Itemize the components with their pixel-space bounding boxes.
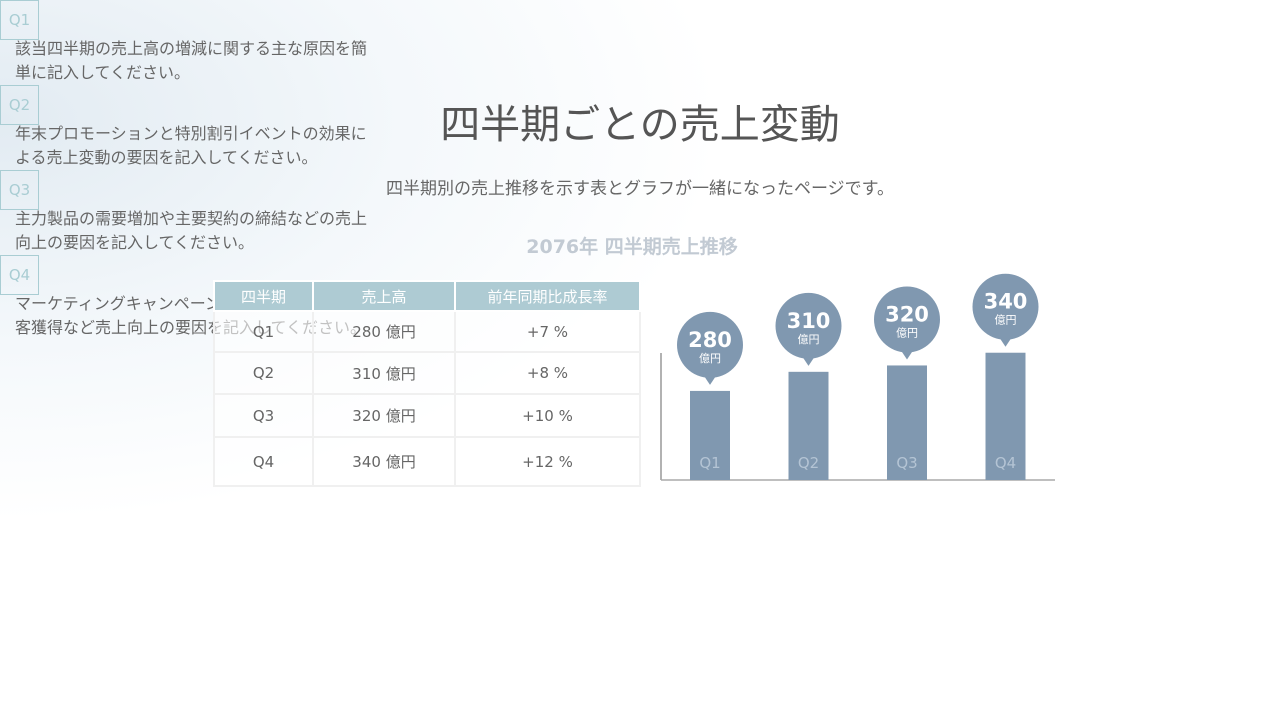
x-tick-label: Q2 [798, 454, 819, 472]
subtitle: 四半期別の売上推移を示す表とグラフが一緒になったページです。 [386, 179, 894, 199]
table-cell: 280 億円 [312, 310, 456, 353]
x-tick-label: Q4 [995, 454, 1016, 472]
table-cell: 310 億円 [312, 351, 456, 395]
table-cell: 340 億円 [312, 436, 456, 487]
title: 四半期ごとの売上変動 [440, 102, 840, 148]
x-tick-label: Q3 [896, 454, 917, 472]
bar [788, 371, 829, 480]
note: Q1 該当四半期の売上高の増減に関する主な原因を簡単に記入してください。 [0, 0, 1280, 85]
column-header: 四半期 [213, 280, 314, 312]
section-title: 2076年 四半期売上推移 [526, 236, 738, 258]
value-label: 320 [885, 302, 929, 326]
table-row: Q1 280 億円 +7 % [213, 310, 641, 353]
bar [887, 365, 927, 480]
note-badge: Q3 [0, 170, 39, 210]
table-row: Q4 340 億円 +12 % [213, 436, 641, 487]
value-label: 340 [984, 290, 1028, 314]
note-badge: Q2 [0, 85, 39, 125]
note: Q2 年末プロモーションと特別割引イベントの効果による売上変動の要因を記入してくだ… [0, 85, 1280, 170]
column-header: 売上高 [312, 280, 456, 312]
table-cell: Q3 [213, 393, 314, 438]
note-text: 主力製品の需要増加や主要契約の締結などの売上向上の要因を記入してください。 [15, 209, 368, 252]
note-badge: Q1 [0, 0, 39, 40]
note-text: 年末プロモーションと特別割引イベントの効果による売上変動の要因を記入してください… [15, 124, 367, 167]
bubble-pointer [802, 356, 815, 366]
value-unit: 億円 [896, 326, 918, 339]
bar [985, 352, 1026, 480]
table-cell: Q2 [213, 351, 314, 395]
bubble-pointer [999, 337, 1012, 347]
value-unit: 億円 [995, 314, 1017, 327]
table-cell: +8 % [454, 351, 641, 395]
table-cell: Q4 [213, 436, 314, 487]
value-bubble [874, 286, 940, 353]
value-bubble [677, 311, 743, 378]
table-row: Q2 310 億円 +8 % [213, 351, 641, 395]
value-label: 310 [787, 309, 831, 333]
bar [690, 390, 730, 480]
table-cell: 320 億円 [312, 393, 456, 438]
note-text: 該当四半期の売上高の増減に関する主な原因を簡単に記入してください。 [15, 39, 368, 82]
table-cell: +7 % [454, 310, 641, 353]
table-cell: Q1 [213, 310, 314, 353]
table-cell: +10 % [454, 393, 641, 438]
bubble-pointer [901, 350, 913, 360]
value-bubble [972, 273, 1039, 340]
value-label: 280 [688, 328, 732, 352]
note: Q3 主力製品の需要増加や主要契約の締結などの売上向上の要因を記入してください。 [0, 170, 1280, 255]
x-tick-label: Q1 [699, 454, 720, 472]
note-badge: Q4 [0, 255, 39, 295]
column-header: 前年同期比成長率 [454, 280, 641, 312]
bubble-pointer [704, 375, 716, 385]
table-cell: +12 % [454, 436, 641, 487]
value-unit: 億円 [798, 333, 820, 346]
sales-table: 四半期 売上高 前年同期比成長率 Q1 280 億円 +7 % Q2 310 億円 +8 % Q3… [213, 280, 641, 487]
value-bubble [775, 292, 842, 359]
value-unit: 億円 [699, 352, 721, 365]
table-row: Q3 320 億円 +10 % [213, 393, 641, 438]
